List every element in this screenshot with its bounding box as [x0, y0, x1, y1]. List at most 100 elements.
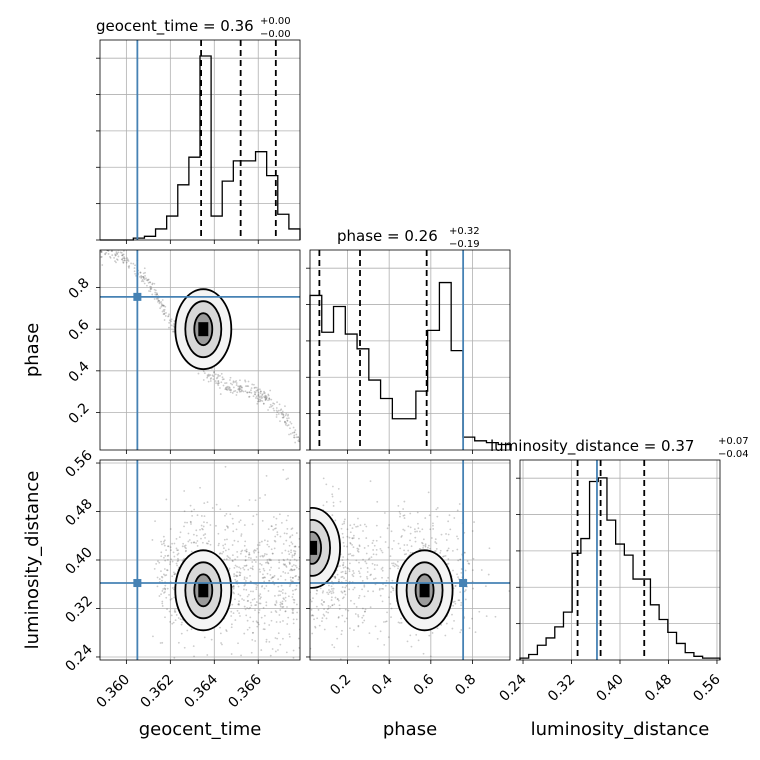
- sample-point: [341, 570, 344, 573]
- sample-point: [252, 620, 255, 623]
- sample-point: [288, 563, 291, 565]
- sample-point: [389, 567, 392, 570]
- sample-point: [158, 578, 161, 580]
- sample-point: [362, 530, 364, 532]
- sample-point: [293, 434, 296, 437]
- sample-point: [429, 655, 432, 658]
- sample-point: [460, 601, 463, 604]
- sample-point: [302, 584, 304, 586]
- sample-point: [259, 497, 261, 499]
- sample-point: [164, 584, 167, 587]
- sample-point: [471, 530, 474, 532]
- sample-point: [472, 557, 475, 560]
- sample-point: [255, 620, 258, 623]
- sample-point: [390, 585, 393, 588]
- sample-point: [275, 413, 278, 416]
- sample-point: [326, 591, 329, 594]
- sample-point: [173, 610, 176, 613]
- sample-point: [273, 409, 276, 412]
- sample-point: [160, 302, 163, 305]
- sample-point: [257, 391, 260, 394]
- sample-point: [349, 552, 352, 555]
- sample-point: [204, 536, 206, 539]
- sample-point: [254, 549, 257, 552]
- sample-point: [277, 649, 279, 651]
- sample-point: [215, 382, 217, 384]
- sample-point: [259, 602, 262, 605]
- sample-point: [289, 569, 292, 572]
- sample-point: [205, 542, 208, 545]
- x-label-geocent-time: geocent_time: [139, 719, 262, 740]
- sample-point: [277, 632, 280, 635]
- sample-point: [303, 591, 305, 593]
- sample-point: [325, 501, 328, 503]
- sample-point: [127, 260, 130, 262]
- sample-point: [219, 552, 222, 555]
- sample-point: [123, 259, 126, 262]
- sample-point: [331, 580, 333, 583]
- sample-point: [403, 500, 406, 503]
- sample-point: [464, 598, 467, 601]
- sample-point: [297, 676, 299, 678]
- sample-point: [399, 512, 402, 515]
- sample-point: [322, 613, 325, 616]
- sample-point: [219, 508, 222, 511]
- sample-point: [250, 391, 253, 394]
- sample-point: [231, 517, 234, 520]
- sample-point: [359, 524, 362, 527]
- sample-point: [163, 540, 165, 543]
- sample-point: [358, 544, 361, 547]
- y-tick-label: 0.40: [62, 544, 95, 577]
- sample-point: [255, 556, 258, 558]
- sample-point: [357, 517, 359, 520]
- sample-point: [268, 559, 271, 562]
- sample-point: [254, 499, 257, 502]
- sample-point: [100, 255, 103, 258]
- sample-point: [248, 551, 251, 554]
- sample-point: [401, 534, 403, 537]
- sample-point: [340, 527, 343, 530]
- sample-point: [282, 563, 285, 566]
- sample-point: [285, 566, 288, 568]
- sample-point: [335, 625, 338, 628]
- sample-point: [331, 644, 334, 646]
- sample-point: [429, 547, 431, 550]
- sample-point: [302, 579, 304, 581]
- sample-point: [294, 589, 297, 591]
- sample-point: [117, 255, 120, 258]
- sample-point: [271, 404, 274, 407]
- sample-point: [351, 537, 354, 540]
- sample-point: [339, 565, 341, 567]
- diag-panel-luminosity_distance: 0.24 0.32 0.40 0.48 0.56: [497, 459, 724, 705]
- sample-point: [361, 621, 364, 624]
- sample-point: [290, 568, 292, 571]
- sample-point: [167, 315, 169, 318]
- sample-point: [238, 600, 240, 603]
- sample-point: [268, 398, 271, 401]
- sample-point: [272, 516, 275, 518]
- sample-point: [259, 398, 262, 401]
- sample-point: [303, 572, 305, 574]
- sample-point: [232, 386, 235, 389]
- sample-point: [243, 599, 245, 602]
- sample-point: [292, 564, 295, 566]
- sample-point: [290, 629, 292, 631]
- contour-line: [310, 518, 331, 577]
- sample-point: [263, 622, 266, 625]
- sample-point: [220, 372, 223, 375]
- sample-point: [263, 569, 266, 572]
- sample-point: [231, 392, 234, 394]
- sample-point: [249, 616, 252, 619]
- sample-point: [297, 575, 300, 578]
- sample-point: [315, 592, 318, 595]
- sample-point: [248, 553, 250, 556]
- sample-point: [297, 637, 300, 640]
- sample-point: [297, 578, 300, 581]
- sample-point: [240, 533, 243, 536]
- sample-point: [224, 465, 227, 468]
- sample-point: [272, 402, 275, 405]
- sample-point: [348, 536, 351, 539]
- sample-point: [260, 616, 263, 619]
- sample-point: [484, 585, 487, 588]
- sample-point: [246, 391, 249, 394]
